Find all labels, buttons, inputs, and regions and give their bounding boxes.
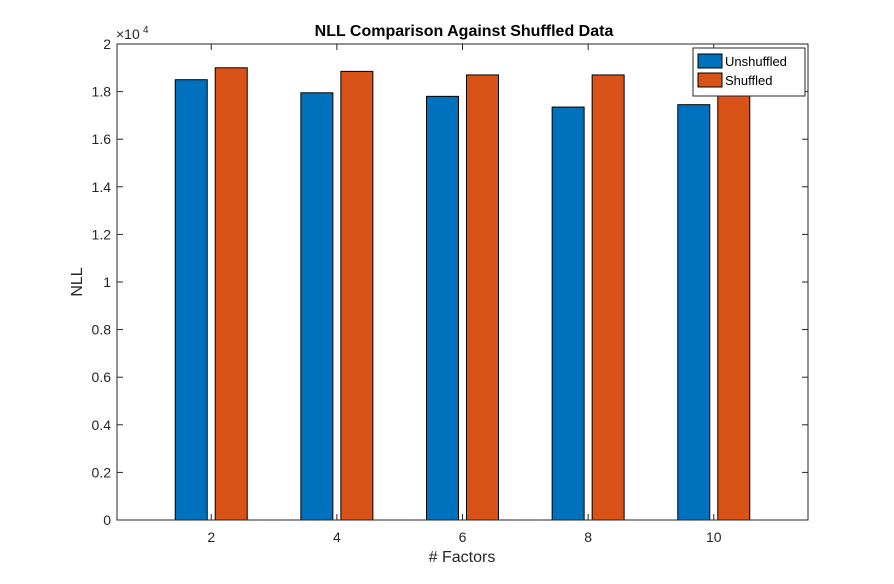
y-tick-label: 0.8 — [92, 322, 112, 338]
x-axis-label: # Factors — [429, 549, 496, 566]
bar-shuffled-10 — [717, 74, 751, 521]
y-tick-label: 2 — [103, 36, 111, 52]
x-tick-label: 10 — [706, 529, 722, 545]
y-axis: 0 0.2 0.4 0.6 0.8 1 1.2 1.4 1.6 1.8 2 — [92, 36, 808, 528]
y-tick-label: 0.6 — [92, 369, 112, 385]
y-tick-label: 1.2 — [92, 226, 112, 242]
bar-shuffled-8 — [591, 74, 625, 521]
bars-group — [174, 67, 751, 521]
exponent-base: ×10 — [116, 26, 140, 42]
x-tick-label: 6 — [459, 529, 467, 545]
legend-label-shuffled: Shuffled — [725, 73, 772, 88]
legend: Unshuffled Shuffled — [692, 47, 806, 97]
y-axis-exponent: ×10 4 — [116, 25, 149, 42]
y-axis-label: NLL — [69, 267, 86, 296]
bar-unshuffled-4 — [300, 92, 334, 521]
y-tick-label: 1.6 — [92, 131, 112, 147]
y-tick-label: 0.2 — [92, 464, 112, 480]
legend-swatch-unshuffled — [697, 53, 723, 69]
bar-unshuffled-6 — [426, 95, 459, 521]
bar-shuffled-4 — [340, 70, 374, 521]
y-tick-label: 0.4 — [92, 417, 112, 433]
x-tick-label: 8 — [584, 529, 592, 545]
legend-label-unshuffled: Unshuffled — [725, 54, 787, 69]
bar-shuffled-2 — [214, 67, 248, 521]
bar-unshuffled-8 — [551, 106, 585, 521]
chart-title: NLL Comparison Against Shuffled Data — [315, 23, 614, 40]
y-tick-label: 1 — [103, 274, 111, 290]
y-tick-label: 1.8 — [92, 84, 112, 100]
exponent-power: 4 — [143, 25, 149, 36]
x-axis: 2 4 6 8 10 — [207, 44, 722, 545]
bar-unshuffled-10 — [677, 104, 711, 521]
legend-swatch-shuffled — [697, 72, 723, 88]
y-tick-label: 1.4 — [92, 179, 112, 195]
x-tick-label: 2 — [207, 529, 215, 545]
bar-shuffled-6 — [466, 74, 499, 521]
x-tick-label: 4 — [333, 529, 341, 545]
bar-unshuffled-2 — [174, 79, 208, 521]
y-tick-label: 0 — [103, 512, 111, 528]
